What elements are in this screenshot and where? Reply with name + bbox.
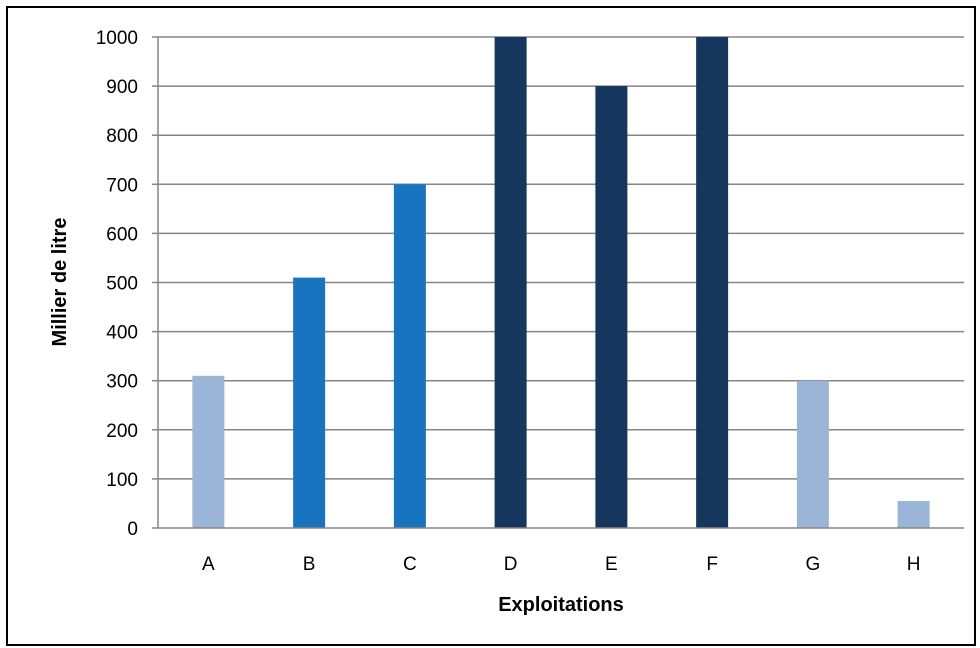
y-tick-label: 1000 xyxy=(96,28,138,49)
y-tick-labels: 0 100 200 300 400 500 600 700 800 900 1000 xyxy=(96,28,138,540)
y-tick-label: 300 xyxy=(106,372,138,393)
y-tick-label: 0 xyxy=(127,519,138,540)
x-tick-label: H xyxy=(907,554,921,575)
gridlines xyxy=(158,36,964,480)
bar-f xyxy=(696,37,729,528)
x-tick-label: A xyxy=(202,554,215,575)
x-tick-label: G xyxy=(805,554,820,575)
x-tick-labels: A B C D E F G H xyxy=(202,554,920,575)
x-tick-label: C xyxy=(403,554,417,575)
bar-d xyxy=(494,37,527,528)
bar-c xyxy=(393,184,426,529)
x-tick-label: F xyxy=(706,554,718,575)
chart-frame xyxy=(6,6,976,646)
y-tick-label: 900 xyxy=(106,77,138,98)
bar-h xyxy=(897,500,930,528)
bar-b xyxy=(293,277,326,528)
y-tick-label: 400 xyxy=(106,323,138,344)
y-tick-label: 500 xyxy=(106,274,138,295)
y-tick-label: 600 xyxy=(106,224,138,245)
y-axis-title: Millier de litre xyxy=(49,218,71,347)
x-tick-label: E xyxy=(605,554,618,575)
bars xyxy=(192,37,930,529)
y-tick-label: 100 xyxy=(106,470,138,491)
x-tick-label: D xyxy=(504,554,518,575)
bar-a xyxy=(192,375,225,528)
bar-e xyxy=(595,86,628,528)
y-tick-label: 700 xyxy=(106,175,138,196)
bar-g xyxy=(796,380,829,528)
y-tick-label: 200 xyxy=(106,421,138,442)
y-tick-label: 800 xyxy=(106,126,138,147)
axes xyxy=(152,36,964,529)
x-axis-title: Exploitations xyxy=(498,594,624,616)
x-tick-label: B xyxy=(303,554,316,575)
